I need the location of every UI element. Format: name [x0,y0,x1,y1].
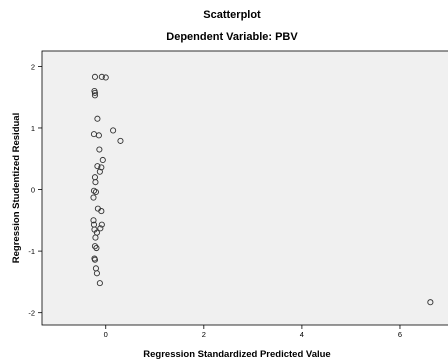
scatter-point [92,234,99,241]
x-tick-label: 6 [398,330,402,339]
scatter-point [94,115,101,122]
scatter-point [117,137,124,144]
scatter-point [96,168,103,175]
scatter-point [97,225,104,232]
y-tick-label: -2 [28,309,35,318]
scatter-point [91,92,99,99]
x-tick-label: 4 [300,330,304,339]
scatter-point [93,244,100,252]
chart-title: Scatterplot [203,9,261,21]
x-axis-label: Regression Standardized Predicted Value [143,349,330,360]
scatter-point [92,179,99,186]
y-tick-label: 0 [31,186,35,195]
scatter-point [96,146,103,153]
scatter-point [90,194,97,201]
scatter-point [91,89,99,96]
scatter-point [91,256,99,263]
scatter-point [98,221,105,228]
scatter-point [93,270,100,277]
scatter-point [110,127,117,134]
scatter-point [91,243,99,250]
y-axis-label: Regression Studentized Residual [11,113,22,263]
scatter-point [98,164,105,171]
scatter-point [102,74,109,81]
x-tick-label: 2 [202,330,206,339]
scatter-point [98,73,105,80]
y-tick-label: 1 [31,124,35,133]
scatter-point [98,208,105,215]
x-axis-ticks: 0 2 4 6 [104,325,402,339]
scatter-point [90,217,97,224]
y-axis-ticks: -2 -1 0 1 2 [28,62,42,318]
scatter-point [99,156,106,164]
scatter-point [95,132,102,139]
scatter-point [91,73,99,80]
scatter-point [92,188,99,196]
y-tick-label: -1 [28,247,35,256]
scatter-point [427,299,434,306]
scatter-point [94,163,101,170]
data-points [90,73,434,306]
chart-subtitle: Dependent Variable: PBV [166,31,298,43]
y-tick-label: 2 [31,62,35,71]
scatter-point [96,280,103,287]
plot-area [41,50,448,326]
x-tick-label: 0 [104,330,108,339]
